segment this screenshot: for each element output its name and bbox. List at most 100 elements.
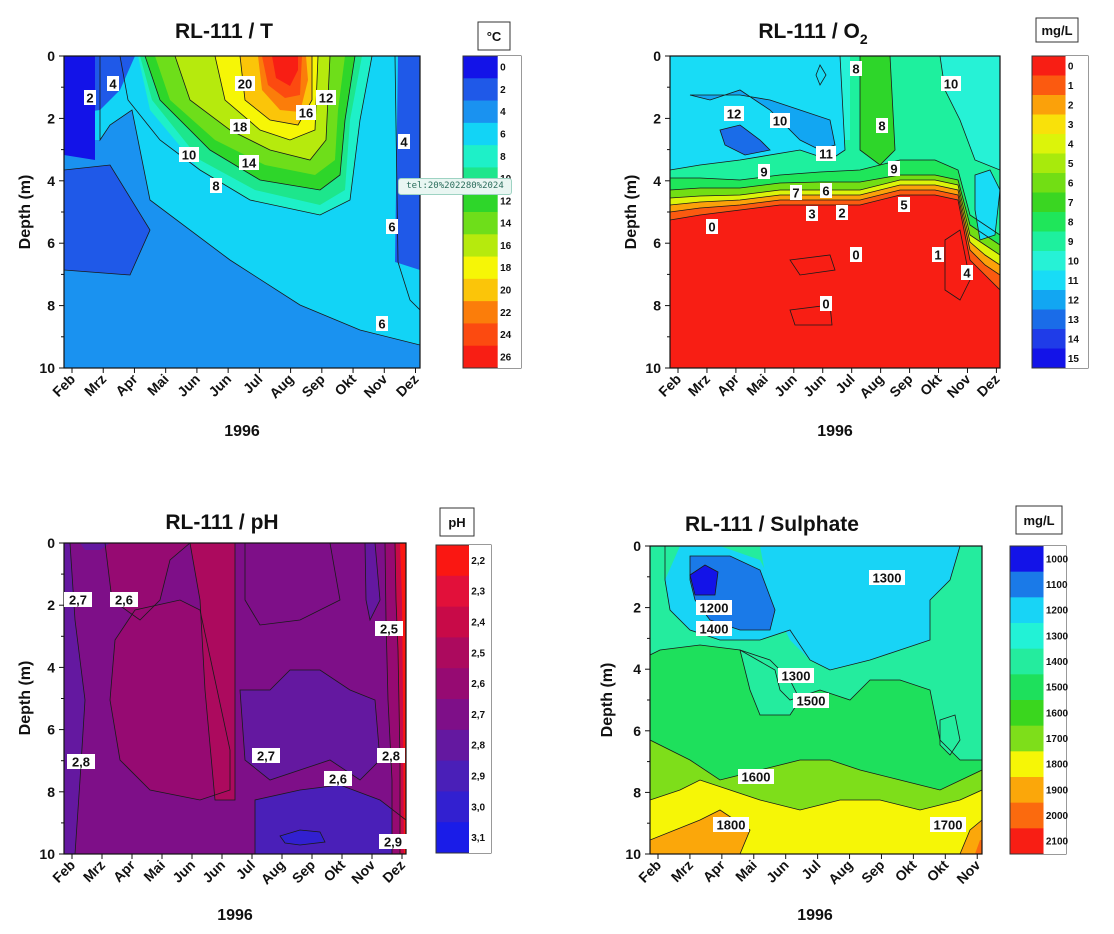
sulphate-title: RL-111 / Sulphate [685,513,859,536]
contour-label-bg [932,247,944,262]
colorbar-swatch [1010,597,1044,624]
y-tick-label: 4 [633,661,641,677]
sulphate-contour-labels: 1300 1200 1400 1300 1500 1600 1800 1700 [696,570,966,833]
contour-label-bg [107,76,119,91]
oxygen-title: RL-111 / O2 [758,20,868,47]
x-tick-label: Apr [110,856,139,885]
contour-label-bg [316,90,336,105]
colorbar-label: 22 [500,308,512,319]
colorbar-swatch [436,729,469,761]
x-tick-label: Sep [858,857,887,886]
colorbar-swatch [436,699,469,731]
y-tick-label: 10 [39,846,55,862]
contour-label: 12 [319,91,333,106]
y-tick-label: 8 [633,784,641,800]
sulphate-x-label: 1996 [797,907,833,924]
link-tooltip[interactable]: tel:20%202280%2024 [398,178,512,195]
colorbar-label: 2,9 [471,772,485,783]
colorbar-swatch [1010,828,1044,855]
contour-label: 4 [963,266,971,281]
x-tick-label: Mrz [685,371,713,399]
contour-label: 2,7 [257,749,275,764]
x-tick-label: Nov [348,857,378,887]
colorbar-swatch [1032,212,1066,232]
contour-label: 4 [109,77,117,92]
colorbar-label: 6 [1068,178,1074,189]
colorbar-label: 1200 [1046,606,1069,617]
contour-label-bg [941,76,961,91]
colorbar-swatch [463,234,498,257]
x-tick-label: Sep [298,371,327,400]
colorbar-label-strip [1065,56,1088,368]
contour-label-bg [64,592,92,607]
colorbar-swatch [463,189,498,213]
x-tick-label: Okt [892,857,920,885]
x-tick-label: Okt [924,857,952,885]
colorbar-swatch [463,345,498,369]
chart-temperature: RL-111 / T Feb Mrz Apr Mai Jun Jun Jul Aug Sep Ok… [17,20,522,440]
colorbar-swatch [1010,571,1044,598]
x-tick-label: Aug [266,371,297,402]
temperature-unit-box [477,21,511,51]
y-tick-label: 8 [47,298,55,314]
colorbar-label: 2,4 [471,618,485,629]
colorbar-label: 2,7 [471,710,485,721]
colorbar-swatch [436,575,469,607]
y-tick-label: 8 [653,298,661,314]
colorbar-label: 0 [500,63,506,74]
x-tick-label: Mai [144,371,172,399]
colorbar-swatch [463,78,498,101]
contour-label: 1 [934,248,941,263]
colorbar-swatch [1010,623,1044,650]
colorbar-label: 2,6 [471,679,485,690]
x-tick-label: Jun [800,371,829,400]
contour-label-bg [67,754,95,769]
colorbar-label-strip [1043,546,1066,854]
x-tick-label: Dez [393,371,422,400]
colorbar-label: 2,3 [471,587,485,598]
contour-label: 2,6 [329,772,347,787]
colorbar-swatch [436,668,469,700]
x-tick-label: Dez [974,371,1003,400]
colorbar-label: 24 [500,330,512,341]
colorbar-swatch [463,122,498,146]
y-tick-label: 2 [47,110,55,126]
sulphate-x-ticks: Feb Mrz Apr Mai Jun Jul Aug Sep Okt Okt Nov [635,854,983,887]
colorbar-label: 14 [500,219,512,230]
contour-label: 2,9 [384,835,402,850]
ph-contour-labels: 2,7 2,6 2,5 2,8 2,7 2,6 2,8 2,9 [64,592,407,850]
ph-x-ticks: Feb Mrz Apr Mai Jun Jun Jul Aug Sep Okt Nov Dez [49,854,408,887]
contour-label: 12 [727,107,741,122]
colorbar-swatch [1010,725,1044,752]
x-tick-label: Nov [944,371,974,401]
colorbar-label: 3,1 [471,833,485,844]
contour-label: 1300 [873,571,902,586]
x-tick-label: Nov [953,857,983,887]
contour-label-bg [724,106,744,121]
contour-label-bg [793,693,829,708]
x-tick-label: Mai [732,857,760,885]
colorbar-label: 1 [1068,81,1074,92]
colorbar-swatch [1032,134,1066,154]
y-tick-label: 4 [653,173,661,189]
colorbar-swatch [1010,674,1044,701]
contour-label: 18 [233,120,247,135]
colorbar-swatch [1032,95,1066,115]
contour-label-bg [738,769,774,784]
contour-label: 2,8 [72,755,90,770]
x-tick-label: Mrz [80,857,108,885]
contour-label: 2,6 [115,593,133,608]
contour-label-bg [770,113,790,128]
contour-label-bg [376,316,388,331]
colorbar-swatch [1032,329,1066,349]
x-tick-label: Jun [174,371,203,400]
contour-label-bg [806,206,818,221]
colorbar-label: 8 [500,152,506,163]
y-tick-label: 4 [47,659,55,675]
x-tick-label: Jun [771,371,800,400]
x-tick-label: Mrz [668,857,696,885]
y-tick-label: 8 [47,784,55,800]
contour-label: 3 [808,207,815,222]
x-tick-label: Jul [832,371,858,397]
